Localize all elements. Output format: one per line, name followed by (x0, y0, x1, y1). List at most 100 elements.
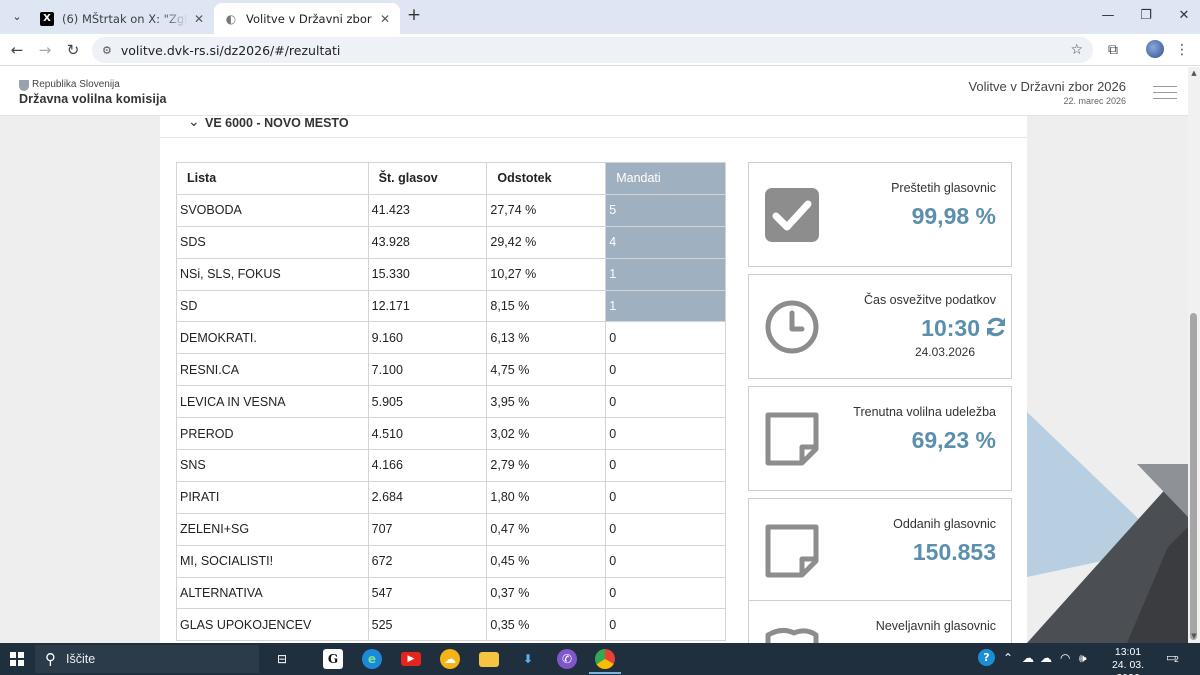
chevron-up-icon[interactable]: ⌃ (1003, 651, 1014, 665)
table-row: ZELENI+SG 707 0,47 % 0 (176, 512, 726, 546)
forward-button[interactable]: → (38, 41, 52, 59)
address-bar[interactable]: ⚙ volitve.dvk-rs.si/dz2026/#/rezultati ☆ (92, 37, 1093, 63)
cell-odstotek: 8,15 % (486, 289, 607, 323)
avatar[interactable] (1146, 40, 1164, 58)
onedrive-icon[interactable]: ☁ (1040, 651, 1052, 665)
browser-tab-active[interactable]: ◐ Volitve v Državni zbor 2026 ✕ (214, 3, 400, 34)
cell-odstotek: 3,02 % (486, 417, 607, 451)
browser-toolbar: ← → ↻ ⚙ volitve.dvk-rs.si/dz2026/#/rezul… (0, 34, 1200, 66)
dvk-logo[interactable]: Republika Slovenija Državna volilna komi… (19, 79, 167, 107)
cell-mandati: 1 (605, 289, 726, 323)
cell-odstotek: 27,74 % (486, 193, 607, 227)
clock-time: 13:01 (1114, 646, 1142, 658)
cell-lista: SD (176, 289, 369, 323)
cell-lista: PIRATI (176, 480, 369, 514)
file-explorer-icon[interactable] (479, 652, 499, 667)
org-line-2: Državna volilna komisija (19, 92, 167, 106)
restore-button[interactable]: ❐ (1140, 8, 1152, 23)
back-button[interactable]: ← (10, 41, 24, 59)
scroll-down-arrow-icon[interactable]: ▼ (1191, 632, 1197, 640)
close-icon[interactable]: ✕ (193, 11, 204, 26)
background-decoration (1027, 412, 1188, 643)
card-label: Oddanih glasovnic (893, 517, 996, 531)
wifi-icon[interactable]: ◠ (1060, 651, 1071, 665)
column-header-lista[interactable]: Lista (176, 162, 369, 195)
cell-odstotek: 10,27 % (486, 257, 607, 291)
cell-lista: DEMOKRATI. (176, 321, 369, 355)
table-row: ALTERNATIVA 547 0,37 % 0 (176, 576, 726, 610)
new-tab-button[interactable]: + (406, 5, 422, 25)
edge-browser-icon[interactable]: e (362, 649, 382, 669)
clock-date: 24. 03. 2026 (1111, 659, 1145, 675)
reload-button[interactable]: ↻ (66, 41, 80, 59)
column-header-odstotek[interactable]: Odstotek (486, 162, 607, 195)
browser-tab-strip: ⌄ X (6) MŠtrtak on X: "Zgleda, da bo ✕ ◐… (0, 0, 1200, 34)
weather-icon[interactable]: ☁ (440, 649, 460, 669)
constituency-title: VE 6000 - NOVO MESTO (205, 116, 349, 130)
hamburger-menu-icon[interactable] (1153, 86, 1177, 104)
table-row: NSi, SLS, FOKUS 15.330 10,27 % 1 (176, 257, 726, 291)
more-menu-icon[interactable]: ⋮ (1175, 42, 1189, 58)
close-icon[interactable]: ✕ (379, 11, 390, 26)
cell-mandati: 0 (605, 385, 726, 419)
chrome-icon[interactable] (595, 649, 615, 669)
header-title-block: Volitve v Državni zbor 2026 22. marec 20… (968, 79, 1126, 106)
refresh-icon[interactable] (984, 315, 1008, 339)
card-invalid-ballots: Neveljavnih glasovnic (748, 600, 1012, 643)
volume-icon[interactable]: 🕪 (1079, 651, 1087, 665)
cell-glasovi: 41.423 (367, 193, 488, 227)
cell-odstotek: 0,37 % (486, 576, 607, 610)
cell-mandati: 0 (605, 449, 726, 482)
cell-odstotek: 0,45 % (486, 544, 607, 578)
site-info-icon[interactable]: ⚙ (102, 43, 112, 57)
cell-mandati: 0 (605, 608, 726, 642)
bookmark-star-icon[interactable]: ☆ (1070, 42, 1083, 58)
tab-search-button[interactable]: ⌄ (12, 9, 22, 23)
cell-odstotek: 3,95 % (486, 385, 607, 419)
column-header-mandati[interactable]: Mandati (605, 162, 726, 195)
site-header: Republika Slovenija Državna volilna komi… (0, 67, 1188, 116)
card-label: Čas osvežitve podatkov (863, 293, 996, 307)
cell-lista: MI, SOCIALISTI! (176, 544, 369, 578)
taskbar-search[interactable]: ⚲ Iščite (35, 645, 259, 673)
cell-glasovi: 7.100 (367, 353, 488, 387)
column-header-glasovi[interactable]: Št. glasov (367, 162, 488, 195)
card-value: 99,98 % (911, 203, 996, 229)
cell-odstotek: 6,13 % (486, 321, 607, 355)
cell-odstotek: 4,75 % (486, 353, 607, 387)
coat-of-arms-icon (19, 80, 29, 91)
cell-glasovi: 525 (367, 608, 488, 642)
youtube-icon[interactable]: ▶ (401, 652, 421, 666)
cell-mandati: 0 (605, 480, 726, 514)
scrollbar-thumb[interactable] (1190, 313, 1197, 640)
cell-mandati: 0 (605, 321, 726, 355)
cell-glasovi: 707 (367, 512, 488, 546)
g-app-icon[interactable]: G (323, 649, 343, 669)
windows-start-icon[interactable] (10, 652, 24, 666)
extensions-icon[interactable]: ⧉ (1108, 42, 1118, 58)
chevron-down-icon[interactable]: ⌄ (188, 114, 200, 130)
help-icon[interactable]: ? (978, 649, 995, 666)
notification-center[interactable]: ▭ 2 (1166, 651, 1182, 667)
cell-glasovi: 4.510 (367, 417, 488, 451)
taskbar-clock[interactable]: 13:01 24. 03. 2026 (1102, 646, 1154, 675)
page-scrollbar[interactable]: ▲ ▼ (1188, 67, 1200, 643)
scroll-up-arrow-icon[interactable]: ▲ (1191, 69, 1197, 77)
card-refresh-time: Čas osvežitve podatkov 10:30 24.03.2026 (748, 274, 1012, 379)
store-icon[interactable]: ⬇ (522, 652, 534, 666)
close-window-button[interactable]: ✕ (1178, 8, 1190, 23)
search-placeholder: Iščite (66, 652, 96, 666)
note-icon (765, 412, 819, 466)
cell-lista: SVOBODA (176, 193, 369, 227)
cell-lista: PREROD (176, 417, 369, 451)
task-view-icon[interactable]: ⊟ (276, 652, 288, 666)
cell-lista: ALTERNATIVA (176, 576, 369, 610)
cell-mandati: 0 (605, 576, 726, 610)
minimize-button[interactable]: — (1101, 8, 1115, 23)
table-row: RESNI.CA 7.100 4,75 % 0 (176, 353, 726, 387)
viber-icon[interactable]: ✆ (557, 649, 577, 669)
url-text[interactable]: volitve.dvk-rs.si/dz2026/#/rezultati (120, 42, 341, 58)
cloud-icon[interactable]: ☁ (1022, 651, 1034, 665)
constituency-header[interactable]: ⌄ VE 6000 - NOVO MESTO (160, 114, 1027, 138)
browser-tab[interactable]: X (6) MŠtrtak on X: "Zgleda, da bo ✕ (30, 3, 214, 34)
